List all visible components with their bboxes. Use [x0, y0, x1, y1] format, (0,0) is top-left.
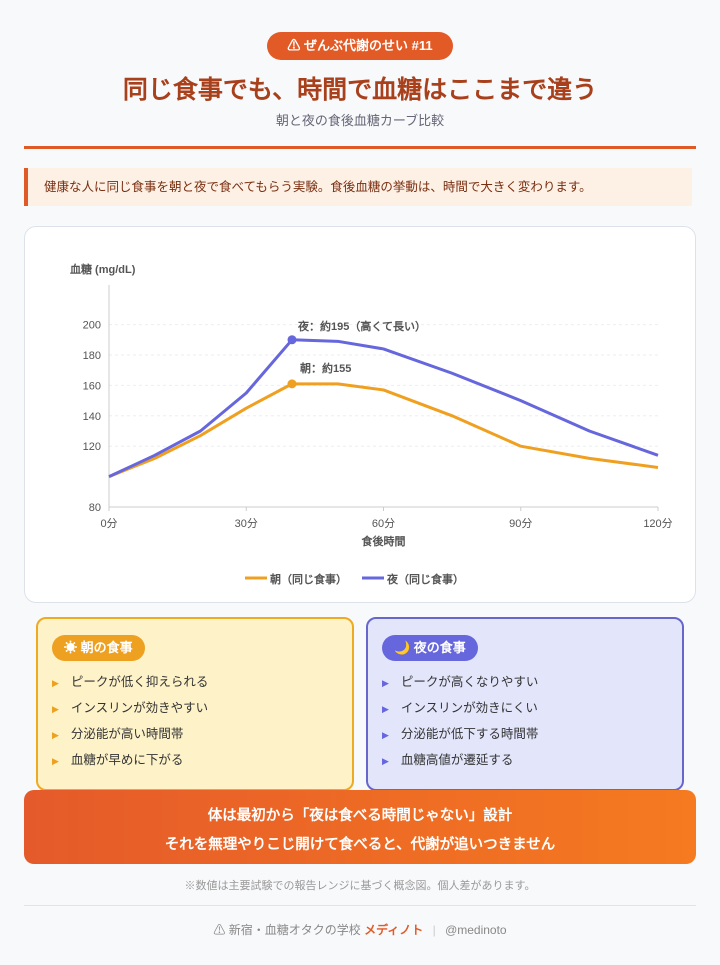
night-card: 🌙 夜の食事ピークが高くなりやすいインスリンが効きにくい分泌能が低下する時間帯血…: [366, 617, 684, 791]
y-tick-label: 180: [83, 350, 101, 362]
note: ※数値は主要試験での報告レンジに基づく概念図。個人差があります。: [184, 880, 536, 892]
intro: 健康な人に同じ食事を朝と夜で食べてもらう実験。食後血糖の挙動は、時間で大きく変わ…: [24, 168, 692, 206]
y-tick-label: 140: [83, 411, 101, 423]
morning-card: ☀ 朝の食事ピークが低く抑えられるインスリンが効きやすい分泌能が高い時間帯血糖が…: [36, 617, 354, 791]
x-tick-label: 120分: [643, 517, 672, 530]
card-item: ピークが高くなりやすい: [382, 669, 539, 695]
subtitle: 朝と夜の食後血糖カーブ比較: [275, 113, 445, 128]
y-tick-label: 160: [83, 380, 101, 392]
annotation: 朝：約155: [300, 361, 351, 375]
y-tick-label: 200: [83, 320, 101, 332]
card-item: 血糖が早めに下がる: [52, 747, 208, 773]
badge: ⚠ ぜんぶ代謝のせい #11: [267, 32, 453, 60]
legend-label: 夜（同じ食事）: [386, 572, 464, 586]
y-tick-label: 80: [89, 502, 101, 514]
school: ⚠ 新宿・血糖オタクの学校: [213, 923, 361, 937]
card-item: インスリンが効きにくい: [382, 695, 538, 721]
chart-card: [24, 226, 696, 603]
card-item: ピークが低く抑えられる: [52, 669, 209, 695]
brand: メディノト: [364, 923, 424, 937]
line: [108, 382, 659, 478]
footer: ⚠ 新宿・血糖オタクの学校 メディノト | @medinoto: [213, 923, 507, 937]
x-tick-label: 90分: [509, 517, 532, 530]
card-title: 🌙 夜の食事: [382, 635, 478, 661]
legend-label: 朝（同じ食事）: [270, 572, 347, 586]
x-label: 食後時間: [362, 534, 406, 548]
peak-marker: [287, 379, 297, 389]
handle: @medinoto: [445, 923, 507, 937]
title: 同じ食事でも、時間で血糖はここまで違う: [122, 76, 598, 104]
card-item: 血糖高値が遷延する: [382, 747, 538, 773]
chart: 血糖 (mg/dL) 80 120 140 160 180 200 0分 30分 60分 90分 12…: [70, 262, 673, 586]
line: [108, 338, 659, 478]
banner-line: それを無理やりこじ開けて食べると、代謝が追いつきません: [164, 837, 556, 853]
banner: 体は最初から「夜は食べる時間じゃない」設計それを無理やりこじ開けて食べると、代謝…: [24, 790, 696, 864]
card-item: インスリンが効きやすい: [52, 695, 208, 721]
y-tick-label: 120: [83, 441, 101, 453]
card-title: ☀ 朝の食事: [52, 635, 145, 661]
x-tick-label: 0分: [100, 517, 117, 530]
x-tick-label: 60分: [372, 517, 395, 530]
card-item: 分泌能が高い時間帯: [52, 721, 208, 747]
divider: [24, 905, 696, 906]
banner-line: 体は最初から「夜は食べる時間じゃない」設計: [207, 808, 513, 824]
x-tick-label: 30分: [235, 517, 258, 530]
card-item: 分泌能が低下する時間帯: [382, 721, 539, 747]
peak-marker: [287, 335, 297, 345]
annotation: 夜：約195（高くて長い）: [297, 319, 426, 333]
divider: [24, 146, 696, 149]
y-label: 血糖 (mg/dL): [70, 262, 136, 276]
